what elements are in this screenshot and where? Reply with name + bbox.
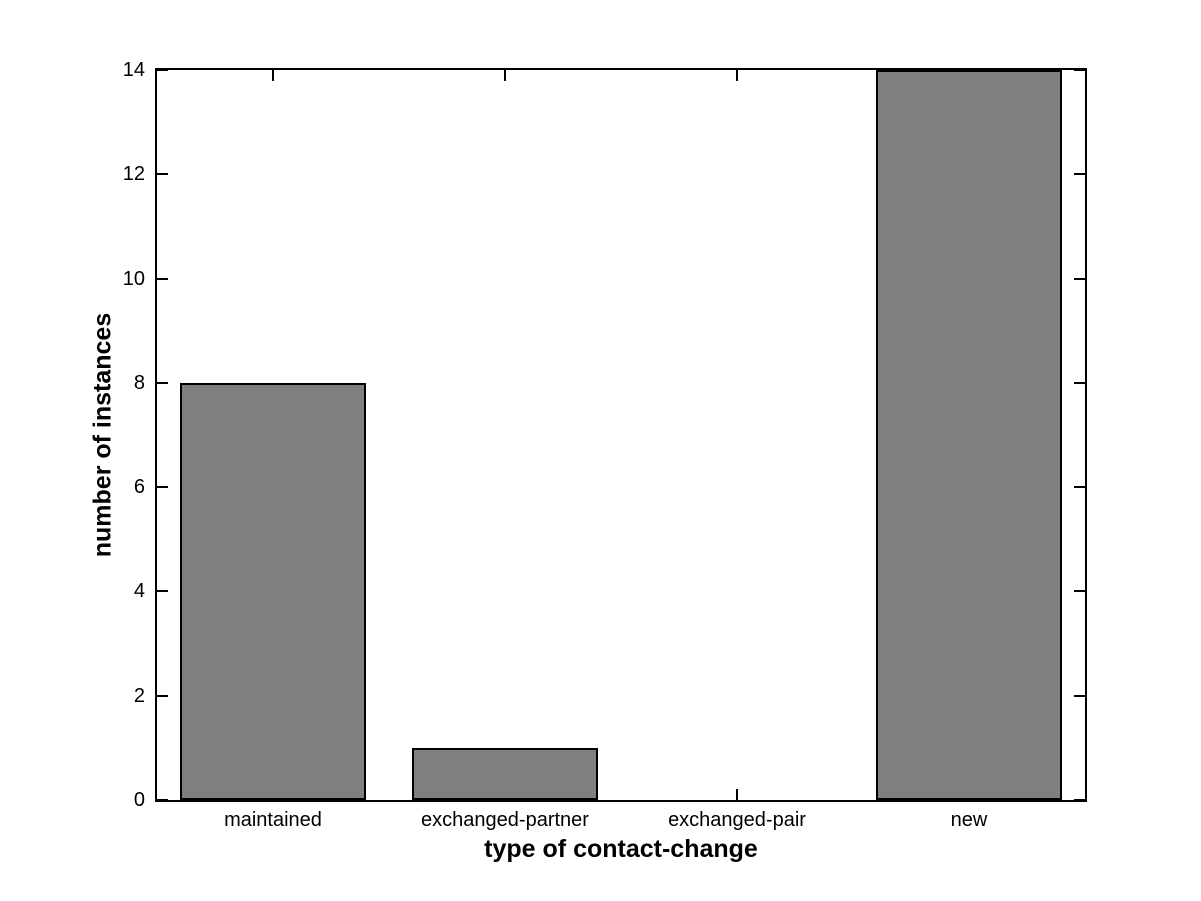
y-tick-left <box>157 277 168 280</box>
plot-area <box>155 68 1087 802</box>
y-tick-label: 8 <box>133 371 145 394</box>
y-tick-right <box>1074 70 1085 71</box>
y-tick-right <box>1074 486 1085 489</box>
x-tick-bottom <box>736 789 738 800</box>
x-tick-top <box>272 70 274 81</box>
y-tick-right <box>1074 799 1085 800</box>
y-tick-label: 12 <box>122 163 145 186</box>
y-tick-left <box>157 694 168 697</box>
bar-maintained <box>180 382 366 800</box>
x-tick-label: maintained <box>224 809 322 831</box>
x-tick-label: exchanged-partner <box>421 809 589 831</box>
y-tick-left <box>157 173 168 176</box>
y-tick-left <box>157 799 168 800</box>
x-axis-label: type of contact-change <box>484 835 758 863</box>
y-tick-right <box>1074 277 1085 280</box>
bar-exchanged-partner <box>412 747 598 800</box>
x-tick-top <box>736 70 738 81</box>
y-tick-left <box>157 590 168 593</box>
y-tick-left <box>157 381 168 384</box>
y-tick-left <box>157 70 168 71</box>
x-tick-top <box>504 70 506 81</box>
x-tick-label: exchanged-pair <box>668 809 806 831</box>
y-tick-right <box>1074 694 1085 697</box>
y-tick-right <box>1074 173 1085 176</box>
y-tick-right <box>1074 590 1085 593</box>
bar-new <box>876 70 1062 800</box>
x-tick-label: new <box>950 809 988 831</box>
y-tick-label: 4 <box>133 580 145 603</box>
y-tick-label: 10 <box>122 267 145 290</box>
y-tick-label: 6 <box>133 476 145 499</box>
y-tick-label: 0 <box>133 789 145 811</box>
y-tick-right <box>1074 381 1085 384</box>
y-tick-label: 2 <box>133 684 145 707</box>
y-tick-label: 14 <box>122 59 145 81</box>
y-tick-left <box>157 486 168 489</box>
y-axis-label: number of instances <box>88 312 117 558</box>
plot-inner <box>157 70 1085 800</box>
